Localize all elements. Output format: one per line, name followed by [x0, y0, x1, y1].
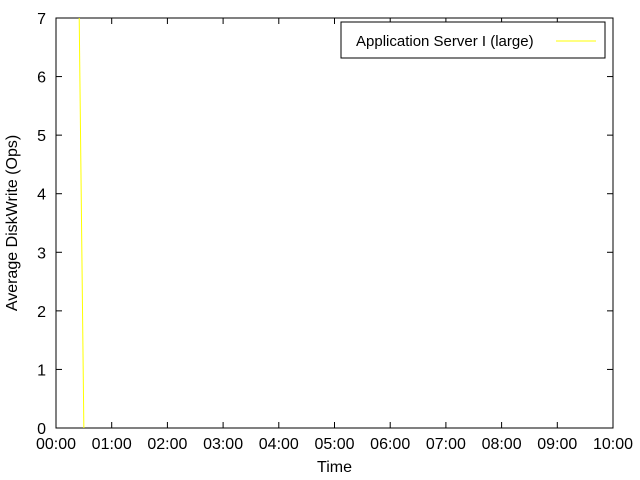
y-tick-label: 3	[37, 245, 46, 262]
plot-border	[55, 17, 614, 429]
legend-box	[340, 21, 606, 59]
legend: Application Server I (large)	[340, 21, 606, 59]
y-tick-label: 4	[37, 187, 46, 204]
legend-entry-label: Application Server I (large)	[356, 33, 534, 50]
x-tick-label: 09:00	[537, 436, 577, 453]
plot-frame	[55, 17, 614, 429]
series-layer	[78, 17, 85, 429]
y-axis: 0 1 2 3 4 5 6 7	[37, 11, 613, 438]
x-tick-label: 00:00	[36, 436, 76, 453]
y-tick-label: 6	[37, 70, 46, 87]
x-axis: 00:00 01:00 02:00 03:00 04:00 05:00 06:00 07:00…	[36, 18, 633, 453]
y-tick-label: 7	[37, 11, 46, 28]
y-tick-label: 5	[37, 128, 46, 145]
x-tick-label: 04:00	[259, 436, 299, 453]
y-tick-label: 2	[37, 304, 46, 321]
series-line	[78, 17, 85, 429]
x-tick-label: 07:00	[426, 436, 466, 453]
x-tick-label: 06:00	[370, 436, 410, 453]
y-tick-label: 1	[37, 362, 46, 379]
x-tick-label: 08:00	[482, 436, 522, 453]
x-tick-label: 01:00	[92, 436, 132, 453]
x-tick-label: 10:00	[593, 436, 633, 453]
x-tick-label: 05:00	[314, 436, 354, 453]
x-tick-label: 03:00	[203, 436, 243, 453]
x-tick-label: 02:00	[147, 436, 187, 453]
y-tick-label: 0	[37, 421, 46, 438]
x-axis-title: Time	[317, 459, 352, 476]
y-axis-title: Average DiskWrite (Ops)	[4, 135, 21, 311]
